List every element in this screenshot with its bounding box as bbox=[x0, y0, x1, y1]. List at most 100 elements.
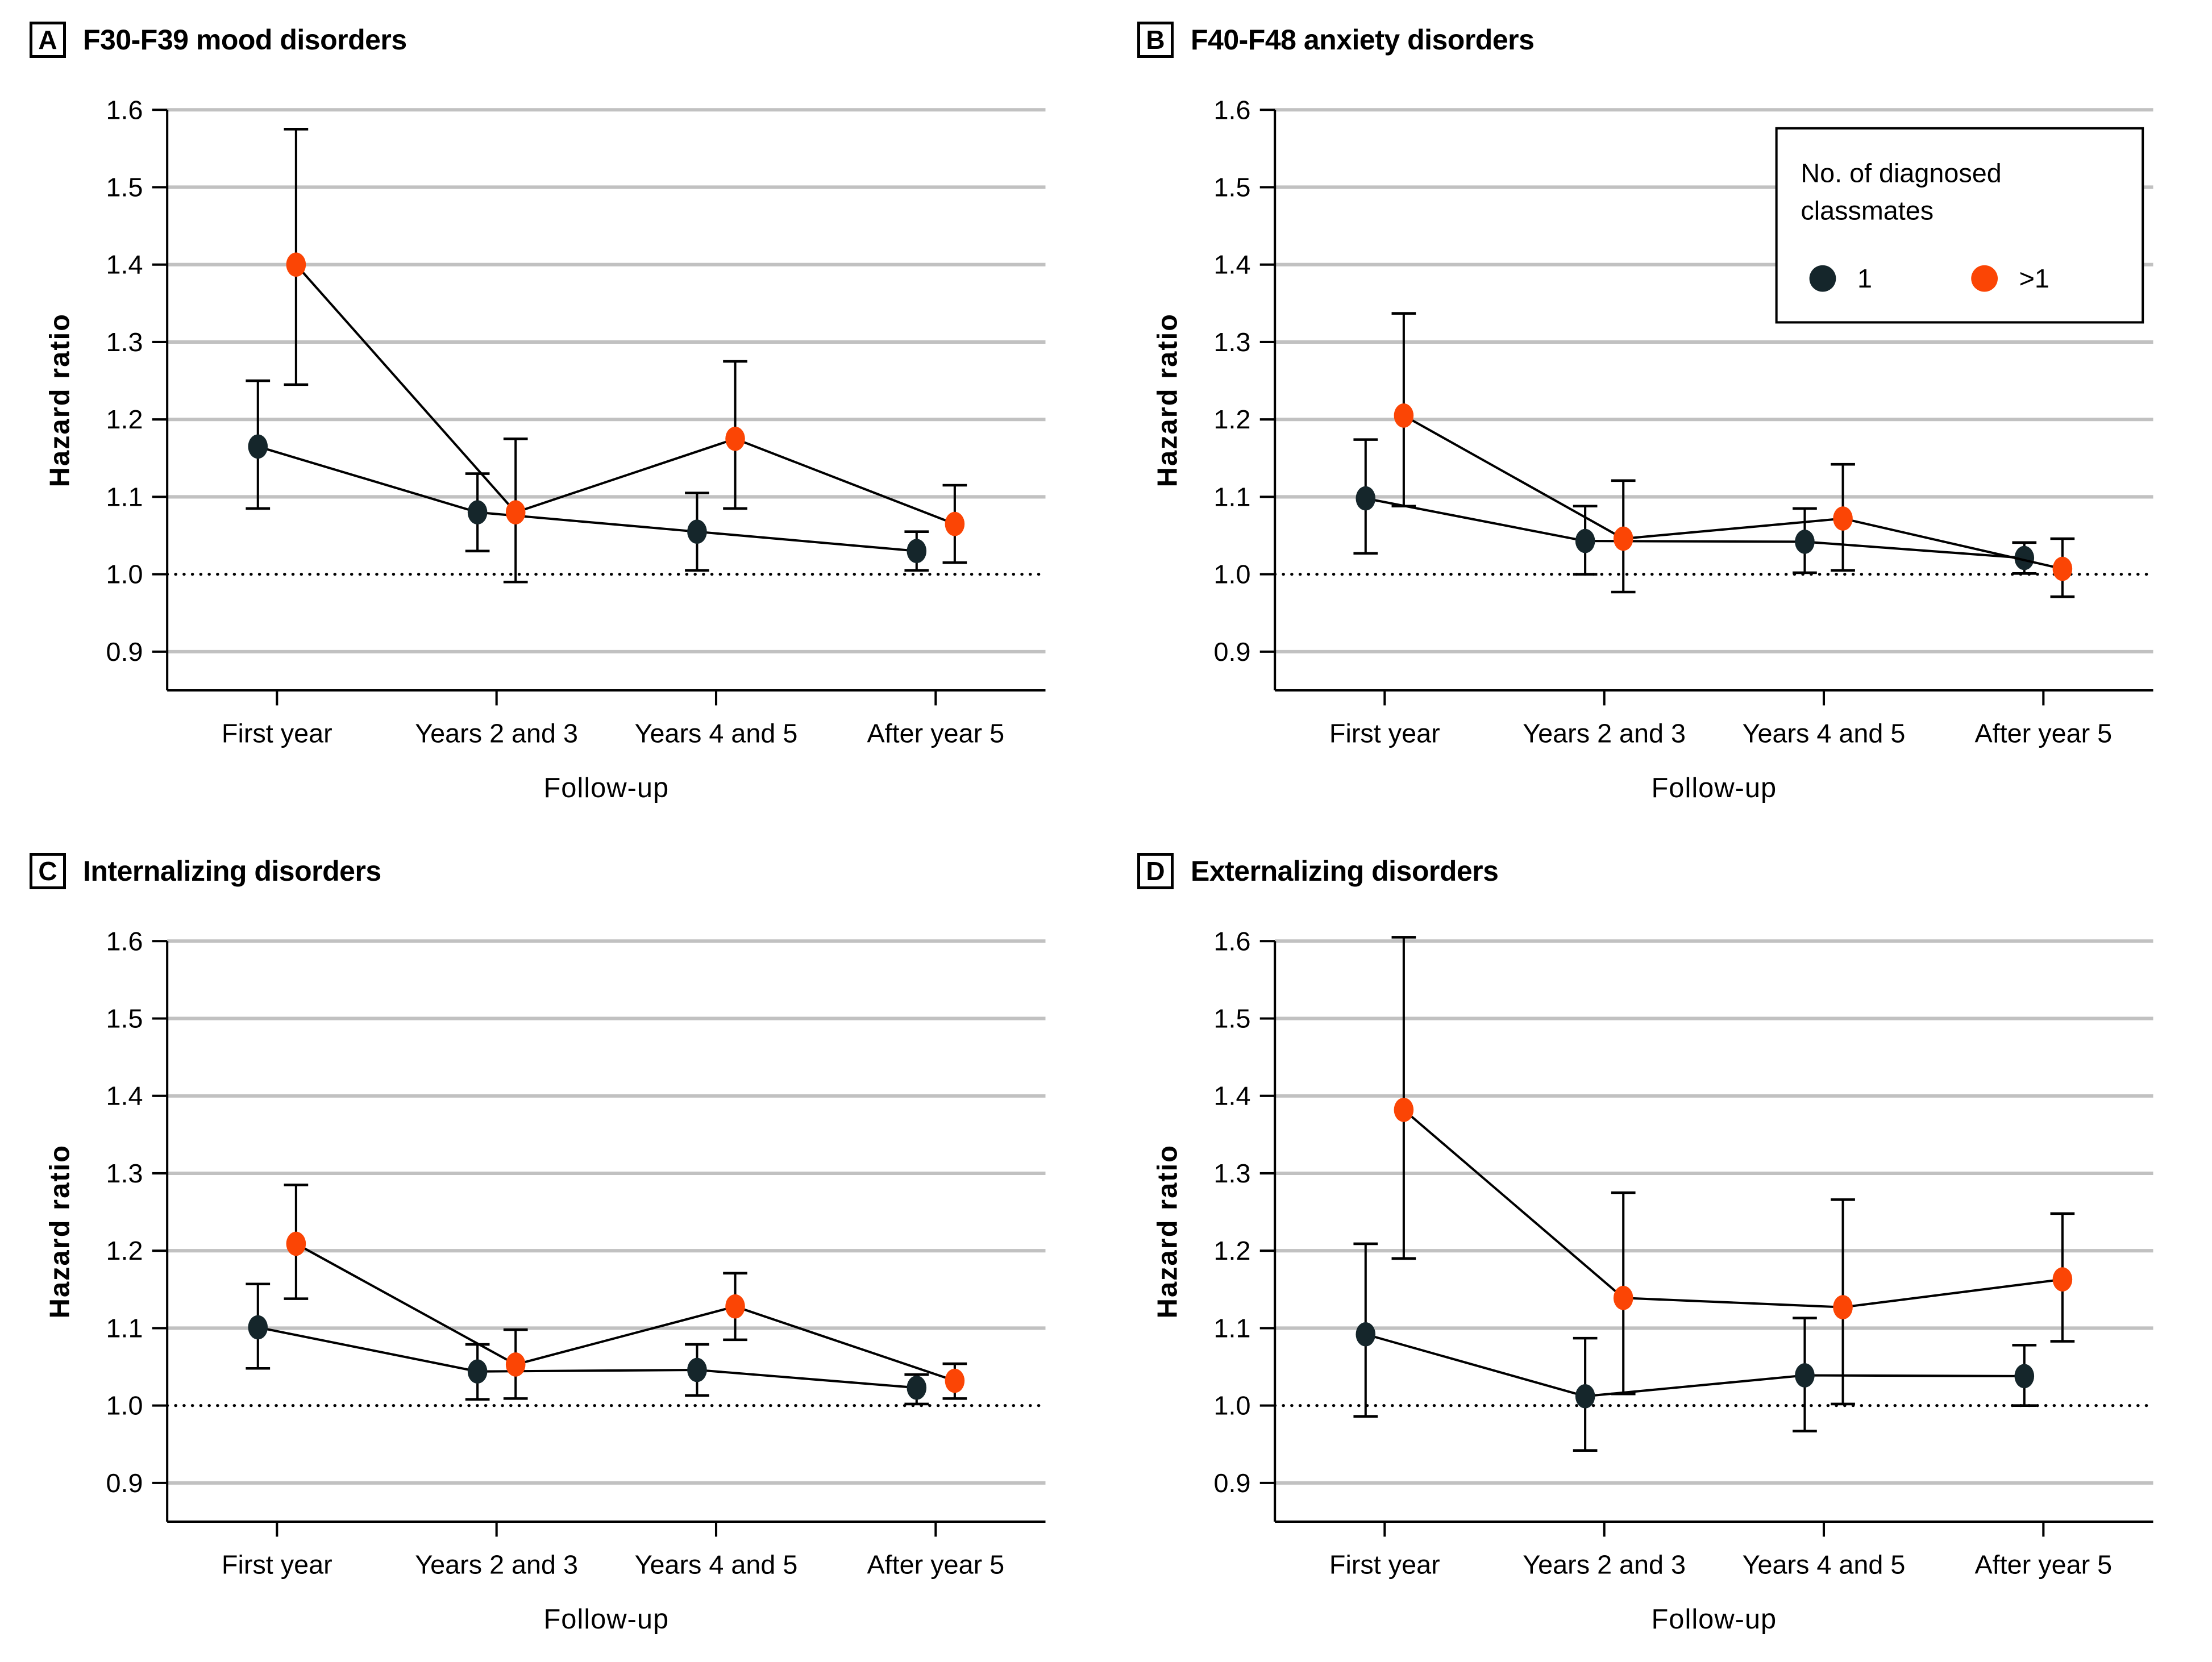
panel-a-letter-badge: A bbox=[30, 22, 66, 58]
data-point-one-3 bbox=[1795, 530, 1815, 554]
y-tick-label: 0.9 bbox=[106, 637, 143, 667]
panel-d-header: D Externalizing disorders bbox=[1137, 852, 2206, 889]
y-axis-title: Hazard ratio bbox=[44, 313, 75, 487]
data-point-gt-one-3 bbox=[725, 1294, 745, 1319]
y-axis-title: Hazard ratio bbox=[1152, 313, 1183, 487]
panel-b: B F40-F48 anxiety disorders 1.6 1.5 1.4 1.3… bbox=[1130, 16, 2206, 828]
legend-title-line1: No. of diagnosed bbox=[1801, 158, 2001, 188]
panel-c-chart: 1.6 1.5 1.4 1.3 1.2 1.1 1.0 0.9 First year Years … bbox=[23, 906, 1099, 1659]
panel-d-title: Externalizing disorders bbox=[1191, 855, 1499, 887]
data-point-one-2 bbox=[467, 500, 488, 525]
x-category-label: Years 4 and 5 bbox=[1743, 719, 1906, 748]
y-tick-label: 1.1 bbox=[1213, 482, 1250, 511]
data-point-gt-one-3 bbox=[1833, 506, 1853, 531]
x-category-label: Years 2 and 3 bbox=[415, 719, 578, 748]
y-tick-label: 1.2 bbox=[1213, 1236, 1250, 1265]
legend-label-multiple-classmates: >1 bbox=[2019, 264, 2049, 293]
panel-c-header: C Internalizing disorders bbox=[30, 852, 1099, 889]
data-point-one-2 bbox=[1575, 1384, 1595, 1409]
data-point-gt-one-4 bbox=[2052, 556, 2073, 581]
data-point-gt-one-2 bbox=[505, 1352, 526, 1377]
x-axis-title: Follow-up bbox=[1651, 1604, 1777, 1635]
hazard-ratio-chart-c: 1.6 1.5 1.4 1.3 1.2 1.1 1.0 0.9 First year Years … bbox=[44, 926, 1047, 1635]
x-category-label: Years 2 and 3 bbox=[415, 1549, 578, 1579]
y-tick-label: 1.3 bbox=[106, 327, 143, 357]
x-category-label: After year 5 bbox=[867, 1549, 1005, 1579]
series-line-multiple-classmates bbox=[295, 264, 955, 525]
y-tick-label: 1.5 bbox=[106, 1003, 143, 1033]
data-point-one-4 bbox=[907, 539, 927, 564]
series-line-one-classmate bbox=[1365, 1332, 2024, 1397]
gridlines-d bbox=[1275, 939, 2153, 1485]
y-tick-label: 1.2 bbox=[1213, 405, 1250, 434]
x-category-label: First year bbox=[222, 719, 332, 748]
x-category-label: First year bbox=[1329, 719, 1440, 748]
y-axis-title: Hazard ratio bbox=[1152, 1144, 1183, 1318]
y-tick-label: 0.9 bbox=[106, 1468, 143, 1497]
x-category-label: Years 2 and 3 bbox=[1523, 719, 1686, 748]
data-point-gt-one-2 bbox=[505, 500, 526, 525]
x-category-label: After year 5 bbox=[1975, 719, 2113, 748]
y-tick-label: 1.4 bbox=[106, 250, 143, 280]
series-line-one-classmate bbox=[1365, 497, 2024, 560]
y-tick-label: 1.3 bbox=[1213, 1158, 1250, 1188]
hazard-ratio-chart-b: 1.6 1.5 1.4 1.3 1.2 1.1 1.0 0.9 First year Years … bbox=[1152, 95, 2155, 803]
data-point-one-4 bbox=[2014, 1364, 2035, 1388]
panel-a-chart: 1.6 1.5 1.4 1.3 1.2 1.1 1.0 0.9 First year Years … bbox=[23, 75, 1099, 828]
y-tick-label: 1.2 bbox=[106, 405, 143, 434]
y-tick-label: 1.6 bbox=[1213, 926, 1250, 956]
x-category-label: First year bbox=[222, 1549, 332, 1579]
data-point-one-3 bbox=[687, 519, 707, 544]
panel-d: D Externalizing disorders 1.6 1.5 1.4 1.3 1.… bbox=[1130, 847, 2206, 1659]
x-category-label: Years 4 and 5 bbox=[1743, 1549, 1906, 1579]
data-point-one-1 bbox=[1356, 1322, 1376, 1347]
y-tick-label: 1.5 bbox=[1213, 1003, 1250, 1033]
series-line-multiple-classmates bbox=[295, 1242, 955, 1382]
data-point-gt-one-3 bbox=[1833, 1294, 1853, 1319]
panel-c-title: Internalizing disorders bbox=[83, 855, 381, 887]
y-tick-label: 1.1 bbox=[1213, 1313, 1250, 1343]
series-line-multiple-classmates bbox=[1403, 414, 2063, 570]
hazard-ratio-chart-a: 1.6 1.5 1.4 1.3 1.2 1.1 1.0 0.9 First year Years … bbox=[44, 95, 1047, 803]
x-axis-title: Follow-up bbox=[543, 1604, 669, 1635]
y-tick-label: 1.2 bbox=[106, 1236, 143, 1265]
data-point-gt-one-3 bbox=[725, 426, 745, 451]
panel-b-header: B F40-F48 anxiety disorders bbox=[1137, 22, 2206, 58]
gridlines-c bbox=[167, 939, 1046, 1485]
data-point-one-2 bbox=[1575, 528, 1595, 553]
data-point-one-1 bbox=[248, 1315, 268, 1339]
y-tick-label: 0.9 bbox=[1213, 1468, 1250, 1497]
y-tick-label: 1.0 bbox=[106, 1390, 143, 1420]
y-tick-label: 1.5 bbox=[1213, 172, 1250, 202]
y-tick-label: 1.3 bbox=[1213, 327, 1250, 357]
x-category-label: After year 5 bbox=[1975, 1549, 2113, 1579]
legend-label-one-classmate: 1 bbox=[1857, 264, 1872, 293]
y-tick-label: 0.9 bbox=[1213, 637, 1250, 667]
y-tick-label: 1.4 bbox=[106, 1081, 143, 1110]
data-point-gt-one-1 bbox=[1394, 403, 1414, 428]
data-point-one-4 bbox=[907, 1375, 927, 1400]
legend-dot-multiple-classmates bbox=[1971, 265, 1998, 292]
y-tick-label: 1.1 bbox=[106, 1313, 143, 1343]
data-point-one-2 bbox=[467, 1359, 488, 1384]
series-line-one-classmate bbox=[257, 445, 917, 552]
data-point-gt-one-4 bbox=[945, 511, 965, 536]
panel-d-letter-badge: D bbox=[1137, 852, 1174, 889]
data-point-gt-one-1 bbox=[286, 1231, 306, 1256]
series-line-one-classmate bbox=[257, 1326, 917, 1389]
data-point-gt-one-2 bbox=[1613, 526, 1633, 551]
data-point-one-3 bbox=[1795, 1363, 1815, 1388]
panel-b-letter-badge: B bbox=[1137, 22, 1174, 58]
data-point-gt-one-4 bbox=[945, 1368, 965, 1393]
y-tick-label: 1.1 bbox=[106, 482, 143, 511]
y-tick-label: 1.6 bbox=[106, 95, 143, 124]
data-point-one-1 bbox=[1356, 486, 1376, 511]
x-category-label: First year bbox=[1329, 1549, 1440, 1579]
panel-a-header: A F30-F39 mood disorders bbox=[30, 22, 1099, 58]
panel-c: C Internalizing disorders 1.6 1.5 1.4 1.3 1.… bbox=[23, 847, 1099, 1659]
data-point-gt-one-1 bbox=[286, 252, 306, 277]
y-tick-label: 1.0 bbox=[106, 560, 143, 589]
legend-title-line2: classmates bbox=[1801, 195, 1934, 225]
gridlines-a bbox=[167, 108, 1046, 653]
